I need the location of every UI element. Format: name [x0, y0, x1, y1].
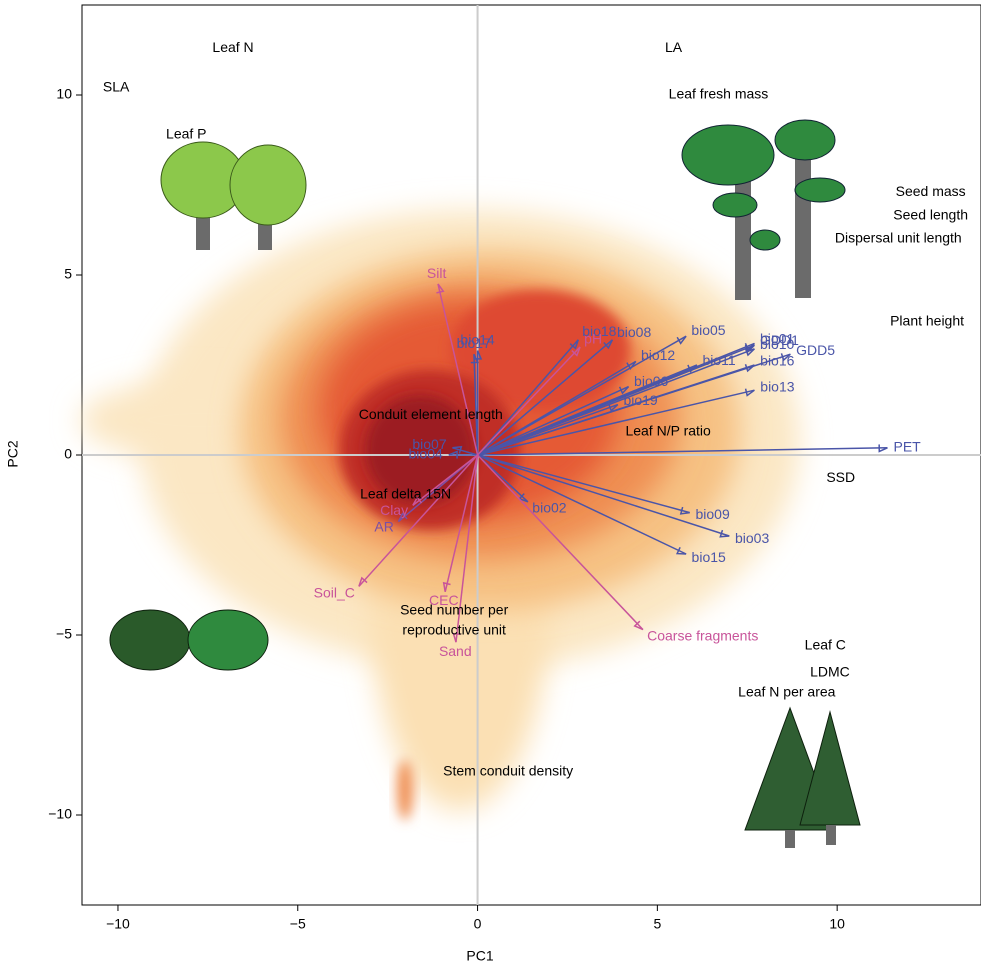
trait-label-line: reproductive unit: [402, 621, 506, 637]
arrow-label: bio06: [634, 373, 668, 389]
arrow-label: PET: [894, 438, 922, 454]
arrow-label: Sand: [439, 643, 472, 659]
trait-label: SLA: [103, 79, 130, 95]
arrow-label: Silt: [427, 265, 447, 281]
y-tick-label: 5: [64, 266, 72, 282]
trait-label: LA: [665, 39, 683, 55]
chart: PC1 PC2 −10−50510−10−50510PETGDD1GDD5bio…: [0, 0, 981, 967]
arrow-label: bio08: [617, 324, 651, 340]
trait-label: Leaf C: [805, 637, 846, 653]
arrow-label: bio10: [760, 336, 794, 352]
arrow-label: bio15: [692, 549, 726, 565]
trait-label: SSD: [826, 469, 855, 485]
trait-label: Leaf N/P ratio: [625, 422, 711, 438]
arrow-label: bio05: [691, 322, 725, 338]
trait-label: Stem conduit density: [443, 763, 573, 779]
trait-label: Seed mass: [896, 183, 966, 199]
trait-label: Leaf P: [166, 125, 206, 141]
y-tick-label: 10: [56, 86, 72, 102]
trait-label: Leaf N: [212, 39, 253, 55]
x-tick-label: −10: [106, 916, 130, 932]
arrow-label: Coarse fragments: [647, 628, 758, 644]
y-tick-label: −5: [56, 626, 72, 642]
arrow-label: Soil_C: [314, 585, 355, 601]
arrow-label: pH: [584, 330, 602, 346]
arrow-label: bio13: [760, 379, 794, 395]
trait-label: Seed length: [893, 206, 968, 222]
arrow-label: AR: [374, 519, 393, 535]
x-tick-label: 0: [474, 916, 482, 932]
trait-label: Plant height: [890, 313, 964, 329]
trait-label: Leaf N per area: [738, 683, 835, 699]
y-tick-label: −10: [48, 806, 72, 822]
trait-label: Conduit element length: [359, 406, 503, 422]
trait-label: Leaf fresh mass: [669, 86, 769, 102]
y-axis-label: PC2: [5, 440, 21, 467]
arrow-label: bio19: [623, 392, 657, 408]
y-tick-label: 0: [64, 446, 72, 462]
x-axis-label: PC1: [466, 948, 493, 964]
arrow-label: bio11: [702, 352, 735, 368]
trait-label: LDMC: [810, 664, 850, 680]
arrow-label: bio16: [760, 353, 794, 369]
x-tick-label: 5: [653, 916, 661, 932]
arrow-label: bio04: [409, 446, 443, 462]
trait-label: Dispersal unit length: [835, 230, 962, 246]
arrow-label: bio02: [532, 499, 566, 515]
arrow-label: bio17: [457, 335, 491, 351]
arrow-label: Clay: [380, 502, 408, 518]
x-tick-label: 10: [829, 916, 845, 932]
x-tick-label: −5: [290, 916, 306, 932]
arrow-label: bio09: [696, 506, 730, 522]
arrow-label: bio03: [735, 530, 769, 546]
trait-label-line: Seed number per: [400, 601, 509, 617]
arrow-label: GDD5: [796, 342, 835, 358]
trait-label: Leaf delta 15N: [360, 485, 451, 501]
arrow-label: bio12: [641, 347, 675, 363]
